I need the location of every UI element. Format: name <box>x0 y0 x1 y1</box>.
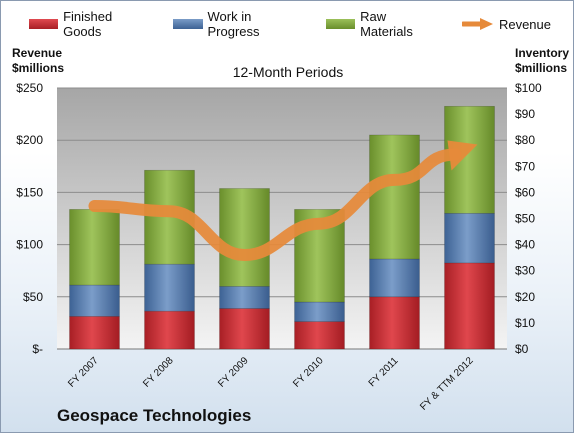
bar-raw-materials <box>69 209 120 286</box>
plot-area-background <box>57 88 507 349</box>
category-label: FY 2008 <box>141 355 176 390</box>
right-tick-label: $30 <box>515 264 535 278</box>
revenue-arrowhead <box>447 140 478 171</box>
category-label: FY 2009 <box>216 355 251 390</box>
left-axis-caption-line-2: $millions <box>12 61 65 75</box>
legend-label-raw-materials: Raw Materials <box>360 9 413 39</box>
right-tick-label: $100 <box>515 81 542 95</box>
category-label: FY 2010 <box>291 355 326 390</box>
left-tick-label: $200 <box>16 133 43 147</box>
legend-item-work-in-progress: Work in Progress <box>173 9 304 39</box>
bar-finished-goods <box>144 310 195 350</box>
company-name: Geospace Technologies <box>57 406 252 425</box>
bar-raw-materials <box>369 134 420 260</box>
right-tick-label: $80 <box>515 133 535 147</box>
bar-work-in-progress <box>219 286 270 309</box>
legend-item-finished-goods: Finished Goods <box>29 9 151 39</box>
legend-arrow-icon <box>461 18 493 30</box>
legend-label-finished-goods: Finished Goods <box>63 9 113 39</box>
bar-finished-goods <box>294 321 345 350</box>
bar-work-in-progress <box>444 212 495 264</box>
legend: Finished Goods Work in Progress Raw Mate… <box>29 9 573 39</box>
right-axis-caption-line-1: Inventory <box>515 46 570 60</box>
legend-label-revenue: Revenue <box>498 16 551 32</box>
right-tick-label: $70 <box>515 159 535 173</box>
legend-swatch-finished-goods <box>29 19 59 29</box>
right-axis-caption: Inventory $millions <box>515 46 569 76</box>
right-tick-label: $10 <box>515 316 535 330</box>
bars <box>69 105 495 350</box>
right-tick-label: $40 <box>515 238 535 252</box>
legend-item-revenue: Revenue <box>461 16 551 32</box>
revenue-series <box>88 140 478 262</box>
left-tick-label: $150 <box>16 185 43 199</box>
bar-finished-goods <box>444 262 495 350</box>
legend-item-raw-materials: Raw Materials <box>325 9 440 39</box>
legend-label-work-in-progress: Work in Progress <box>207 9 260 39</box>
legend-swatch-raw-materials <box>325 19 356 29</box>
bar-finished-goods <box>69 316 120 350</box>
category-label: FY 2011 <box>367 355 401 389</box>
bar-finished-goods <box>369 296 420 350</box>
right-tick-label: $0 <box>515 342 529 356</box>
right-tick-label: $50 <box>515 212 535 226</box>
category-labels: FY 2007 FY 2008 FY 2009 FY 2010 FY 2011 FY & … <box>66 355 476 413</box>
bar-finished-goods <box>219 308 270 350</box>
left-tick-label: $- <box>32 342 43 356</box>
left-axis-caption: Revenue $millions <box>12 46 64 76</box>
left-axis-ticks: $- $50 $100 $150 $200 $250 <box>16 81 43 356</box>
left-tick-label: $100 <box>16 238 43 252</box>
revenue-line <box>88 148 462 262</box>
category-label: FY & TTM 2012 <box>418 355 476 413</box>
right-axis-caption-line-2: $millions <box>515 61 568 75</box>
left-tick-label: $250 <box>16 81 43 95</box>
right-tick-label: $90 <box>515 107 535 121</box>
legend-swatch-work-in-progress <box>173 19 203 29</box>
left-tick-label: $50 <box>23 290 43 304</box>
bar-work-in-progress <box>369 258 420 298</box>
bar-work-in-progress <box>294 301 345 322</box>
bar-work-in-progress <box>144 263 195 312</box>
category-label: FY 2007 <box>66 355 101 390</box>
chart-title: 12-Month Periods <box>232 64 344 80</box>
right-tick-label: $60 <box>515 185 535 199</box>
bar-work-in-progress <box>69 284 120 317</box>
bar-raw-materials <box>219 188 270 287</box>
right-axis-ticks: $0 $10 $20 $30 $40 $50 $60 $70 $80 $90 $100 <box>515 81 542 356</box>
right-tick-label: $20 <box>515 290 535 304</box>
left-axis-caption-line-1: Revenue <box>12 46 63 60</box>
